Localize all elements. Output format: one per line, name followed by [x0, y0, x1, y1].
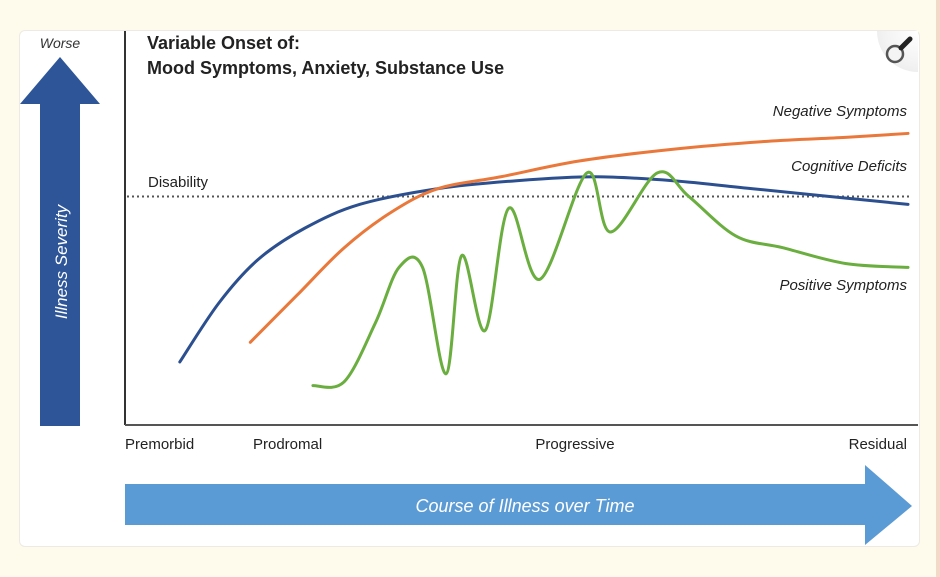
chart-title-line2: Mood Symptoms, Anxiety, Substance Use [147, 58, 504, 78]
time-arrow [125, 465, 912, 545]
legend-cognitive-deficits: Cognitive Deficits [791, 158, 907, 175]
chart-title-line1: Variable Onset of: [147, 33, 300, 53]
time-label: Course of Illness over Time [416, 496, 635, 516]
figure-card [19, 30, 920, 547]
worse-label: Worse [40, 35, 81, 51]
series-line-positive-symptoms [311, 170, 910, 389]
legend-positive-symptoms: Positive Symptoms [779, 277, 907, 294]
series-line-negative-symptoms [248, 131, 910, 344]
stage-label-progressive: Progressive [535, 436, 614, 453]
zoom-figure-button[interactable] [877, 31, 918, 72]
stage-label-residual: Residual [849, 436, 907, 453]
page-edge [936, 0, 940, 577]
stage-label-prodromal: Prodromal [253, 436, 322, 453]
severity-label: Illness Severity [52, 203, 71, 319]
series-line-cognitive-deficits [178, 175, 910, 364]
legend-negative-symptoms: Negative Symptoms [773, 103, 908, 120]
disability-label: Disability [148, 174, 209, 191]
severity-arrow [20, 57, 100, 426]
stage-label-premorbid: Premorbid [125, 436, 194, 453]
magnifier-icon [885, 36, 913, 64]
